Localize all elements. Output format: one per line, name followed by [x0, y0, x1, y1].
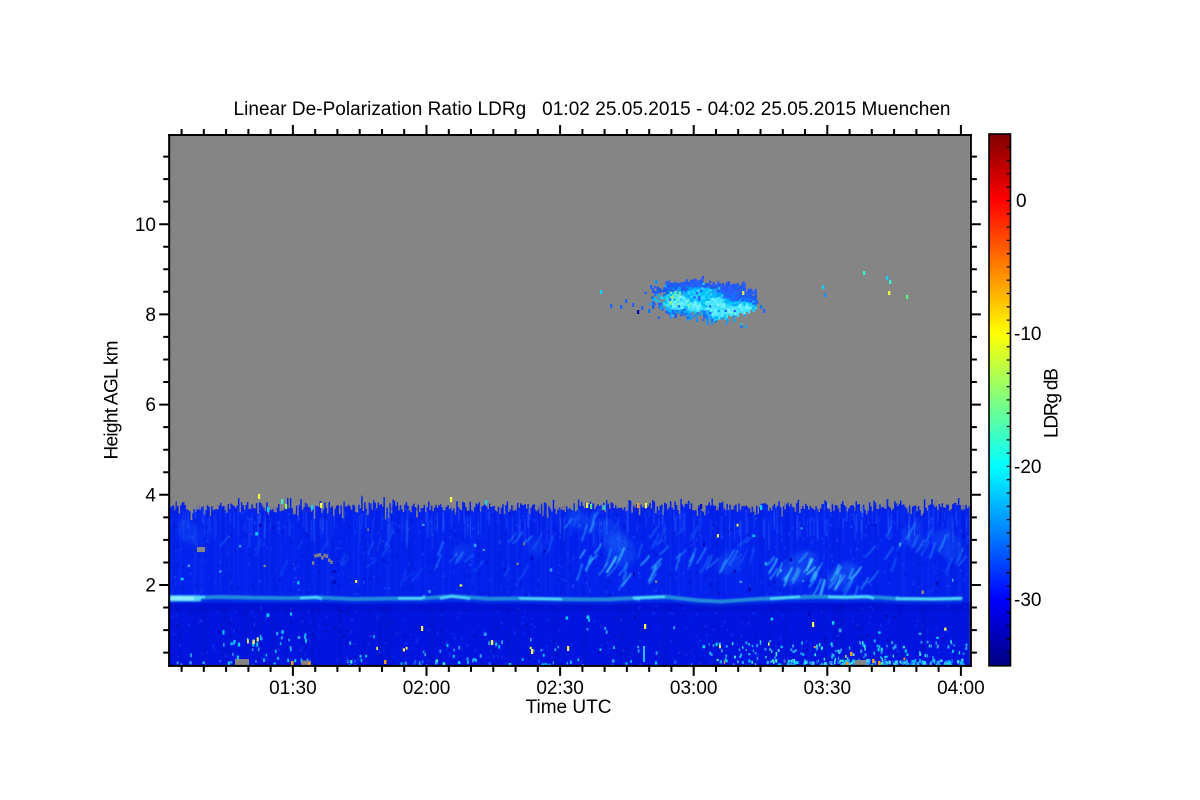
svg-text:LDRg dB: LDRg dB	[1042, 368, 1063, 438]
svg-text:02:00: 02:00	[403, 678, 451, 699]
svg-text:6: 6	[145, 395, 156, 416]
svg-text:03:30: 03:30	[804, 678, 852, 699]
svg-text:4: 4	[145, 485, 156, 506]
svg-text:04:00: 04:00	[937, 678, 985, 699]
svg-text:-20: -20	[1014, 457, 1041, 478]
svg-text:01:30: 01:30	[269, 678, 317, 699]
svg-text:0: 0	[1016, 191, 1027, 212]
svg-text:Time UTC: Time UTC	[526, 697, 612, 718]
svg-text:8: 8	[145, 305, 156, 326]
svg-text:2: 2	[145, 576, 156, 597]
svg-text:Height AGL km: Height AGL km	[102, 341, 123, 460]
svg-text:-30: -30	[1014, 590, 1041, 611]
svg-text:-10: -10	[1014, 324, 1041, 345]
svg-text:10: 10	[135, 215, 156, 236]
svg-text:Linear De-Polarization Ratio L: Linear De-Polarization Ratio LDRg 01:02 …	[234, 99, 951, 120]
svg-text:03:00: 03:00	[670, 678, 718, 699]
svg-text:02:30: 02:30	[536, 678, 584, 699]
